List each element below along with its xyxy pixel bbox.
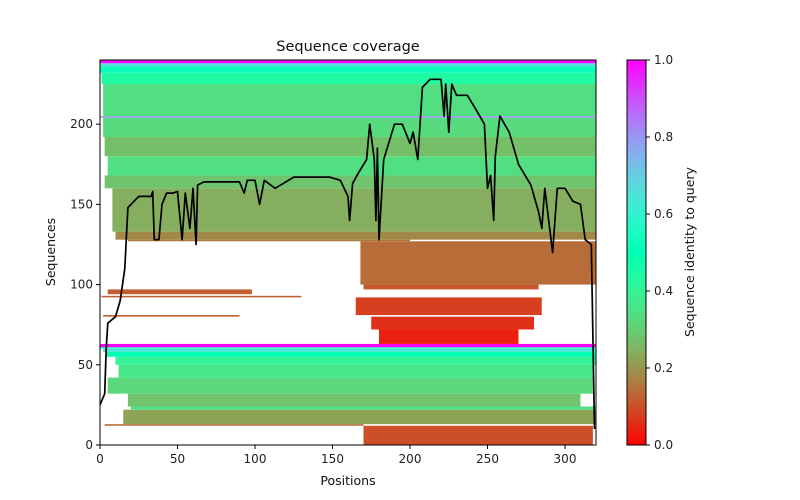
y-axis-label: Sequences <box>43 218 58 286</box>
plot-frame <box>99 59 597 446</box>
heatmap-row-band <box>100 347 596 349</box>
heatmap-row-band <box>363 425 593 445</box>
heatmap-row-band <box>103 348 596 352</box>
colorbar-tick-label: 0.8 <box>654 130 673 144</box>
heatmap-row-band <box>131 406 596 410</box>
y-tick-label: 200 <box>70 117 93 131</box>
x-axis-label: Positions <box>320 473 375 488</box>
heatmap-row-band <box>100 63 596 67</box>
y-tick-label: 150 <box>70 197 93 211</box>
heatmap-row-band <box>103 84 596 117</box>
x-tick-label: 100 <box>244 452 267 466</box>
coverage-line <box>99 78 596 430</box>
heatmap-row-band <box>101 72 597 85</box>
chart-title: Sequence coverage <box>276 39 420 55</box>
heatmap-row-band <box>127 239 411 242</box>
colorbar-tick-label: 0.0 <box>654 438 673 452</box>
heatmap-row-band <box>107 377 593 394</box>
heatmap-row-band <box>103 315 240 317</box>
heatmap-row-band <box>371 316 534 330</box>
heatmap-row-band <box>127 393 581 407</box>
colorbar-ticks: 0.0 0.2 0.4 0.6 0.8 1.0 <box>646 53 673 452</box>
x-axis: 0 50 100 150 200 250 300 <box>96 445 576 466</box>
heatmap-row-band <box>363 284 539 290</box>
colorbar-tick-label: 0.2 <box>654 361 673 375</box>
x-tick-label: 300 <box>554 452 577 466</box>
heatmap-row-band <box>115 356 596 365</box>
heatmap-row-band <box>355 297 542 316</box>
heatmap-row-band <box>360 241 596 285</box>
x-tick-label: 250 <box>476 452 499 466</box>
heatmap-row-band <box>123 409 596 425</box>
x-tick-label: 50 <box>170 452 185 466</box>
x-tick-label: 200 <box>399 452 422 466</box>
colorbar-label: Sequence identity to query <box>682 166 697 337</box>
heatmap-row-band <box>118 364 593 378</box>
heatmap-row-band <box>104 175 597 189</box>
heatmap-row-band <box>107 156 596 176</box>
colorbar-tick-label: 0.4 <box>654 284 673 298</box>
heatmap-row-band <box>104 137 597 157</box>
heatmap-row-band <box>379 329 519 344</box>
heatmap-row-band <box>107 289 252 295</box>
heatmap-row-band <box>103 117 596 137</box>
heatmap-row-band <box>101 295 302 298</box>
coverage-line-layer <box>99 78 596 430</box>
y-tick-label: 0 <box>85 438 93 452</box>
heatmap-row-band <box>100 116 596 118</box>
y-tick-label: 100 <box>70 278 93 292</box>
colorbar <box>626 59 647 446</box>
heatmap-row-band <box>106 351 596 357</box>
colorbar-tick-label: 1.0 <box>654 53 673 67</box>
y-tick-label: 50 <box>78 358 93 372</box>
x-tick-label: 150 <box>321 452 344 466</box>
heatmap-row-band <box>100 60 596 64</box>
colorbar-tick-label: 0.6 <box>654 207 673 221</box>
heatmap-layer <box>100 60 597 445</box>
heatmap-row-band <box>100 66 596 73</box>
x-tick-label: 0 <box>96 452 104 466</box>
heatmap-row-band <box>115 231 596 240</box>
y-axis: 0 50 100 150 200 <box>70 117 100 452</box>
heatmap-row-band <box>100 343 596 348</box>
heatmap-row-band <box>104 424 364 426</box>
